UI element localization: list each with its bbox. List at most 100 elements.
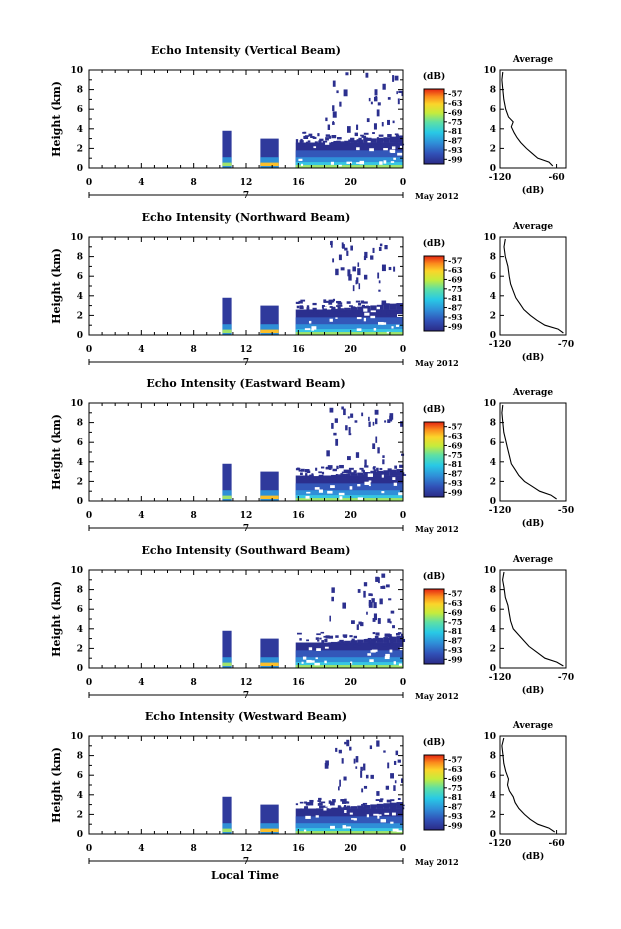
echo-high bbox=[335, 268, 339, 276]
echo-speckle bbox=[397, 470, 401, 473]
echo-high bbox=[389, 621, 392, 624]
echo-speckle bbox=[308, 133, 313, 137]
colorbar-tick-label: -99 bbox=[448, 820, 463, 830]
average-profile-line bbox=[503, 238, 564, 334]
echo-speckle bbox=[381, 471, 386, 474]
echo-speckle bbox=[373, 638, 376, 640]
echo-speckle bbox=[371, 807, 375, 810]
echo-gap bbox=[367, 140, 371, 143]
echo-gap bbox=[325, 142, 330, 145]
echo-speckle bbox=[325, 137, 329, 141]
x-tick-label: 0 bbox=[86, 178, 92, 188]
echo-speckle bbox=[397, 632, 402, 634]
average-y-tick-label: 6 bbox=[490, 272, 496, 282]
average-x-tick-label: -70 bbox=[558, 673, 574, 683]
date-label: May 2012 bbox=[415, 857, 459, 867]
echo-high bbox=[378, 280, 381, 284]
colorbar bbox=[423, 421, 445, 498]
echo-gap bbox=[395, 324, 400, 327]
echo-speckle bbox=[387, 468, 392, 472]
colorbar-tick-label: -57 bbox=[448, 422, 462, 432]
echo-high bbox=[346, 739, 350, 747]
average-frame bbox=[499, 236, 567, 336]
average-xlabel: (dB) bbox=[522, 518, 544, 529]
echo-high bbox=[378, 577, 380, 584]
echo-gap bbox=[356, 328, 362, 331]
echo-high bbox=[385, 584, 390, 588]
echo-gap bbox=[392, 477, 396, 480]
echo-speckle bbox=[340, 799, 346, 802]
echo-speckle bbox=[354, 140, 357, 144]
echo-high bbox=[360, 766, 363, 771]
echo-speckle bbox=[332, 308, 337, 312]
echo-high bbox=[392, 75, 395, 82]
average-y-tick-label: 0 bbox=[490, 664, 496, 674]
average-xlabel: (dB) bbox=[522, 685, 544, 696]
echo-gap bbox=[306, 659, 312, 663]
echo-speckle bbox=[382, 804, 388, 807]
echo-speckle bbox=[358, 308, 363, 312]
average-y-tick-label: 2 bbox=[490, 144, 496, 154]
echo-speckle bbox=[394, 141, 398, 144]
echo-speckle bbox=[328, 301, 333, 305]
echo-high bbox=[357, 262, 360, 267]
echo-speckle bbox=[308, 802, 314, 806]
echo-high bbox=[357, 589, 361, 593]
echo-gap bbox=[386, 331, 391, 334]
colorbar-tick-label: -57 bbox=[448, 89, 462, 99]
echo-speckle bbox=[335, 635, 339, 638]
echo-gap bbox=[373, 328, 377, 331]
echo-gap bbox=[305, 815, 311, 819]
echo-speckle bbox=[306, 642, 309, 646]
echo-speckle bbox=[353, 806, 357, 809]
average-y-tick-label: 6 bbox=[490, 605, 496, 615]
average-y-tick-label: 0 bbox=[490, 164, 496, 174]
y-tick-label: 10 bbox=[70, 732, 83, 742]
echo-speckle bbox=[357, 641, 362, 646]
echo-gap bbox=[310, 660, 315, 663]
echo-speckle bbox=[358, 143, 364, 147]
echo-high bbox=[385, 785, 390, 790]
y-tick-label: 2 bbox=[77, 810, 83, 820]
echo-burst-core bbox=[260, 162, 279, 167]
echo-speckle bbox=[392, 472, 397, 476]
echo-gap bbox=[330, 161, 335, 165]
echo-high bbox=[338, 786, 340, 791]
echo-gap bbox=[397, 152, 403, 156]
echo-speckle bbox=[328, 299, 333, 303]
echo-high bbox=[398, 90, 402, 94]
echo-speckle bbox=[327, 310, 332, 313]
echo-burst-core bbox=[260, 495, 279, 500]
echo-speckle bbox=[397, 797, 401, 801]
echo-high bbox=[370, 101, 373, 105]
echo-high bbox=[373, 602, 377, 609]
echo-speckle bbox=[362, 802, 368, 805]
echo-gap bbox=[364, 312, 370, 316]
echo-high bbox=[332, 122, 335, 125]
echo-high bbox=[324, 762, 329, 769]
echo-speckle bbox=[345, 644, 348, 646]
echo-speckle bbox=[359, 467, 364, 470]
echo-high bbox=[392, 120, 395, 124]
echo-high bbox=[389, 415, 393, 422]
average-profile-line bbox=[501, 404, 557, 500]
x-tick-label: 12 bbox=[240, 345, 253, 355]
echo-high bbox=[387, 762, 390, 769]
echo-speckle bbox=[376, 636, 379, 639]
echo-high bbox=[384, 420, 387, 423]
echo-high bbox=[363, 582, 368, 587]
echo-speckle bbox=[362, 474, 365, 478]
echo-high bbox=[368, 416, 370, 421]
echo-speckle bbox=[389, 636, 393, 640]
echo-high bbox=[396, 91, 398, 95]
echo-high bbox=[351, 620, 355, 624]
echo-speckle bbox=[380, 798, 384, 801]
echo-high bbox=[329, 615, 331, 622]
colorbar-tick-label: -93 bbox=[448, 312, 463, 322]
colorbar-tick-label: -63 bbox=[448, 265, 463, 275]
echo-speckle bbox=[336, 465, 339, 470]
echo-gap bbox=[301, 661, 304, 664]
average-y-tick-label: 10 bbox=[483, 66, 496, 76]
echo-burst-core bbox=[222, 828, 232, 833]
y-tick-label: 8 bbox=[77, 419, 83, 429]
